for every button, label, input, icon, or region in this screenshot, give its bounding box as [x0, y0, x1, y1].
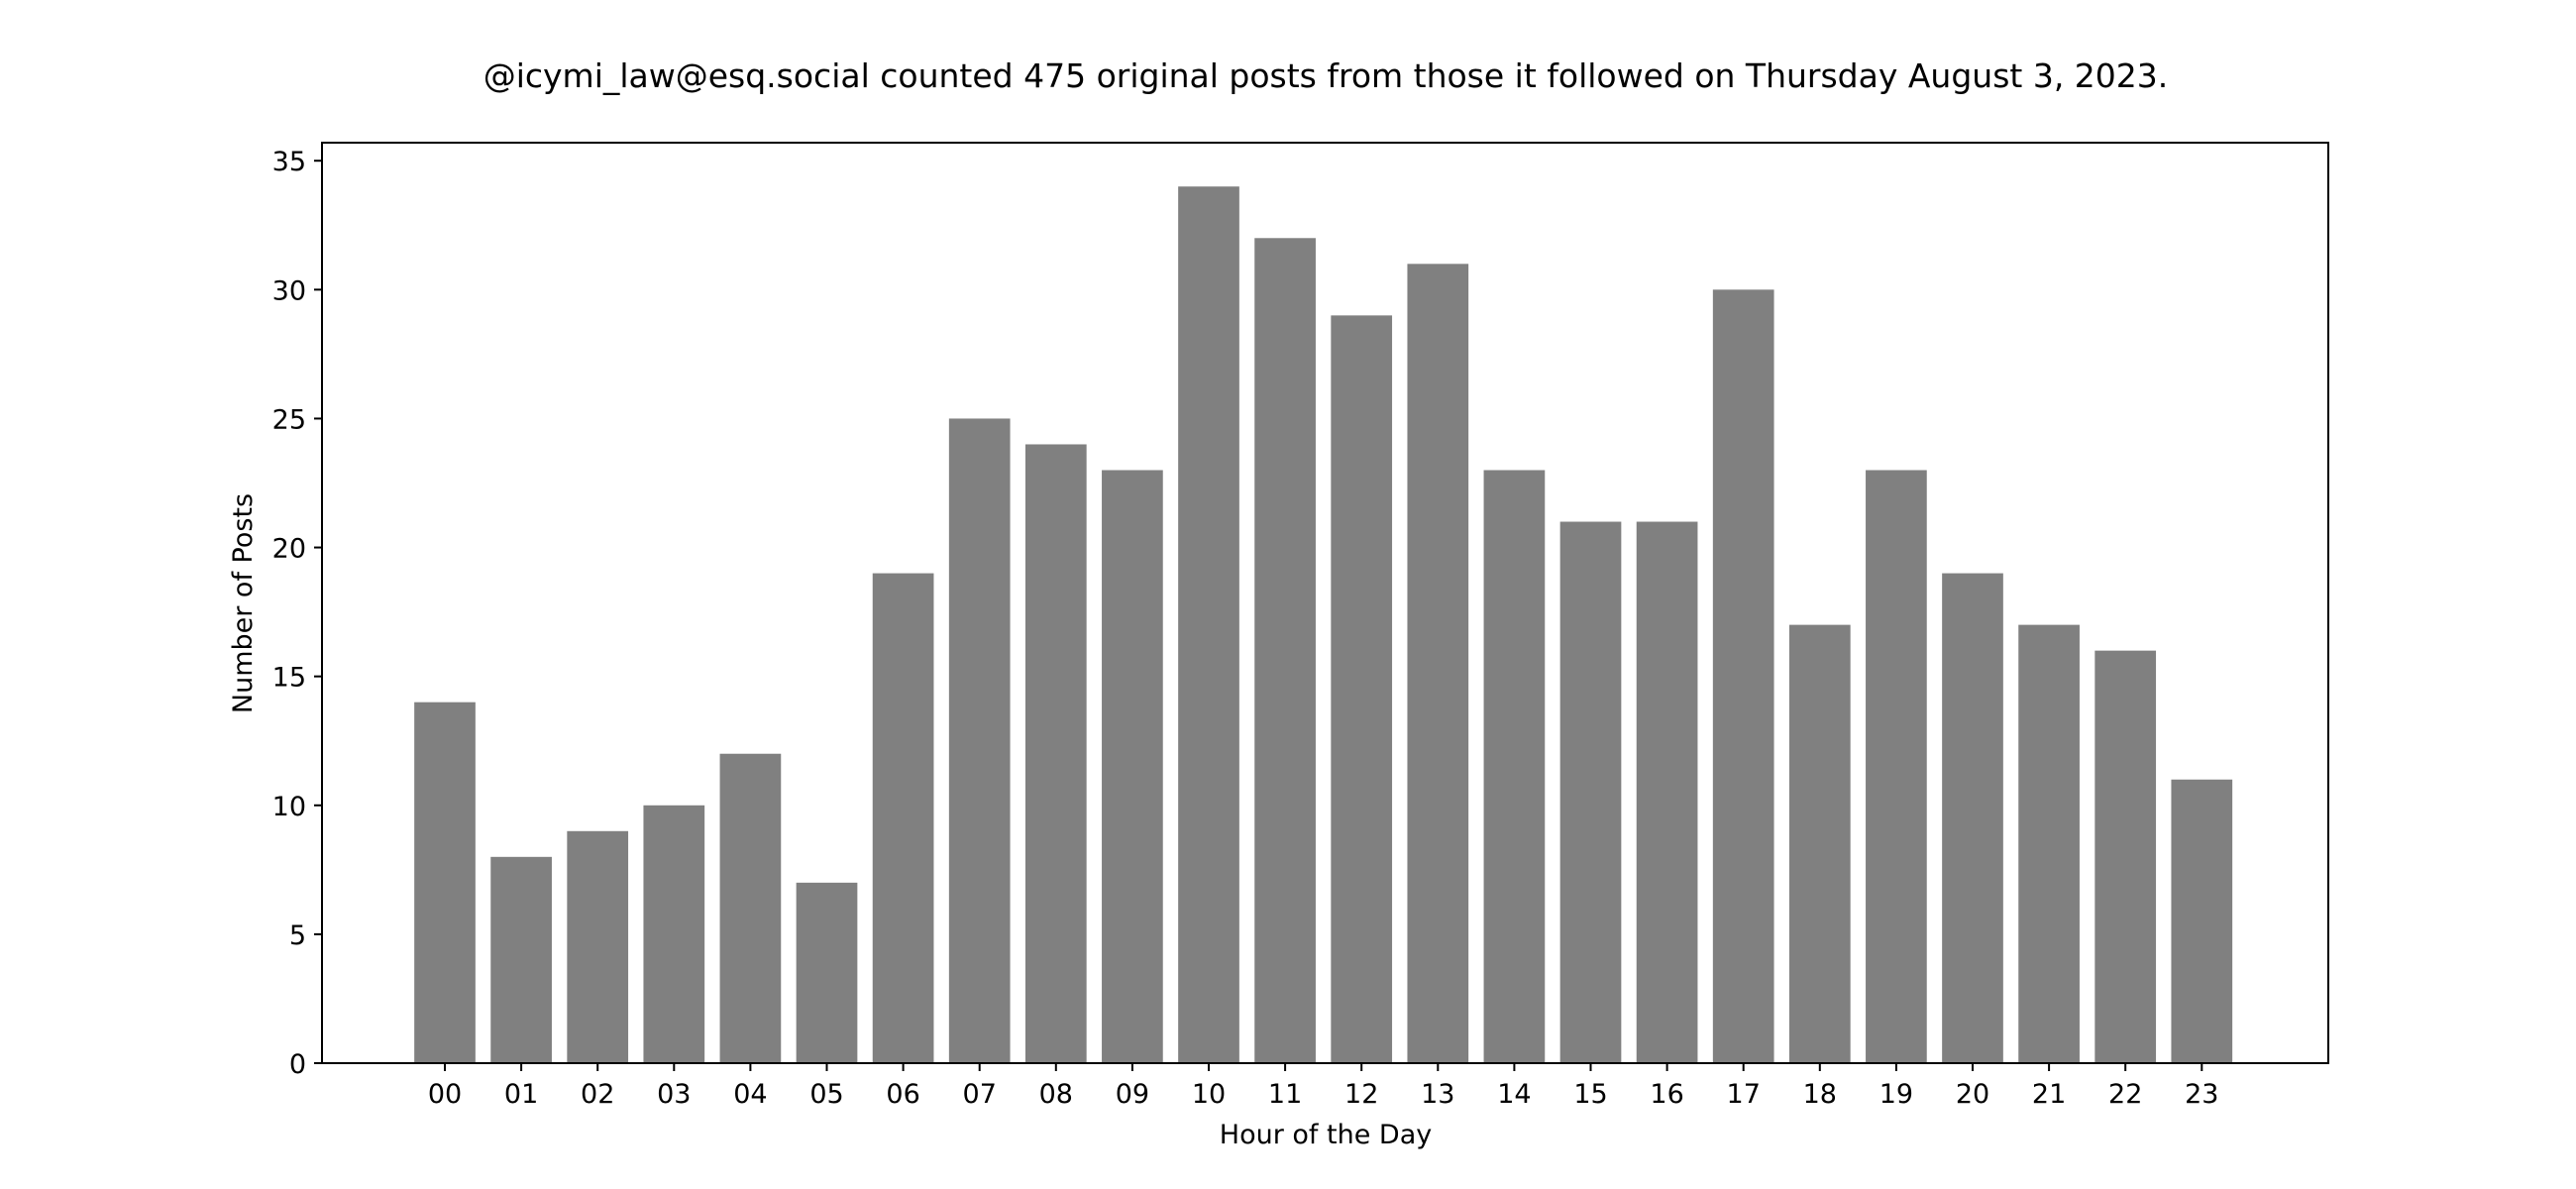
x-tick-label: 01 [504, 1079, 538, 1110]
x-tick-label: 17 [1727, 1079, 1761, 1110]
y-tick-label: 5 [289, 920, 306, 951]
x-tick-label: 10 [1192, 1079, 1226, 1110]
plot-frame [321, 142, 2329, 1064]
bars-layer [414, 186, 2233, 1064]
bar-hour-05 [796, 882, 858, 1063]
bar-hour-11 [1254, 238, 1316, 1063]
x-tick-label: 06 [886, 1079, 919, 1110]
y-tick-label: 15 [272, 663, 306, 694]
x-tick-label: 11 [1268, 1079, 1302, 1110]
x-tick-label: 12 [1344, 1079, 1378, 1110]
x-axis-label: Hour of the Day [1220, 1120, 1432, 1150]
x-tick-label: 02 [581, 1079, 614, 1110]
bar-hour-16 [1636, 521, 1698, 1063]
bar-hour-15 [1559, 521, 1622, 1063]
y-axis-label: Number of Posts [228, 493, 259, 713]
bar-hour-12 [1331, 315, 1393, 1064]
bar-hour-17 [1712, 289, 1774, 1064]
bar-hour-04 [719, 753, 782, 1063]
x-tick-label: 22 [2108, 1079, 2142, 1110]
bar-hour-21 [2018, 624, 2080, 1063]
bar-hour-07 [948, 418, 1011, 1063]
bar-hour-06 [872, 573, 934, 1063]
chart-title: @icymi_law@esq.social counted 475 origin… [483, 56, 2169, 95]
y-tick-label: 10 [272, 792, 306, 822]
x-tick-label: 04 [733, 1079, 767, 1110]
bar-hour-01 [490, 856, 552, 1063]
x-tick-label: 16 [1650, 1079, 1683, 1110]
bar-hour-23 [2171, 779, 2233, 1063]
bar-hour-03 [643, 805, 705, 1063]
y-tick-label: 25 [272, 404, 306, 435]
x-tick-label: 08 [1039, 1079, 1073, 1110]
y-tick-label: 35 [272, 147, 306, 177]
x-tick-label: 15 [1573, 1079, 1607, 1110]
bar-hour-19 [1866, 470, 1927, 1064]
bar-hour-20 [1942, 573, 2003, 1063]
bar-hour-18 [1788, 624, 1851, 1063]
bar-hour-02 [567, 830, 629, 1063]
x-tick-label: 07 [963, 1079, 997, 1110]
x-axis-ticks: 00 01 02 03 04 05 06 07 08 09 10 11 12 13 14 15 16 17 18 19… [428, 1063, 2218, 1110]
y-tick-label: 20 [272, 534, 306, 565]
y-axis-ticks: 0 5 10 15 20 25 30 35 [272, 147, 322, 1080]
x-tick-label: 20 [1956, 1079, 1989, 1110]
bar-hour-00 [414, 702, 476, 1063]
bar-hour-08 [1024, 444, 1087, 1064]
bar-hour-09 [1102, 470, 1163, 1064]
x-tick-label: 03 [657, 1079, 691, 1110]
x-tick-label: 13 [1421, 1079, 1454, 1110]
bar-hour-22 [2094, 650, 2157, 1063]
x-tick-label: 23 [2185, 1079, 2218, 1110]
x-tick-label: 00 [428, 1079, 462, 1110]
x-tick-label: 19 [1879, 1079, 1913, 1110]
x-tick-label: 09 [1116, 1079, 1149, 1110]
y-tick-label: 30 [272, 275, 306, 306]
x-tick-label: 18 [1803, 1079, 1837, 1110]
x-tick-label: 14 [1497, 1079, 1531, 1110]
y-tick-label: 0 [289, 1049, 306, 1080]
bar-hour-10 [1178, 186, 1239, 1064]
bar-hour-13 [1407, 264, 1469, 1063]
bar-hour-14 [1483, 470, 1546, 1064]
x-tick-label: 21 [2032, 1079, 2066, 1110]
x-tick-label: 05 [809, 1079, 843, 1110]
